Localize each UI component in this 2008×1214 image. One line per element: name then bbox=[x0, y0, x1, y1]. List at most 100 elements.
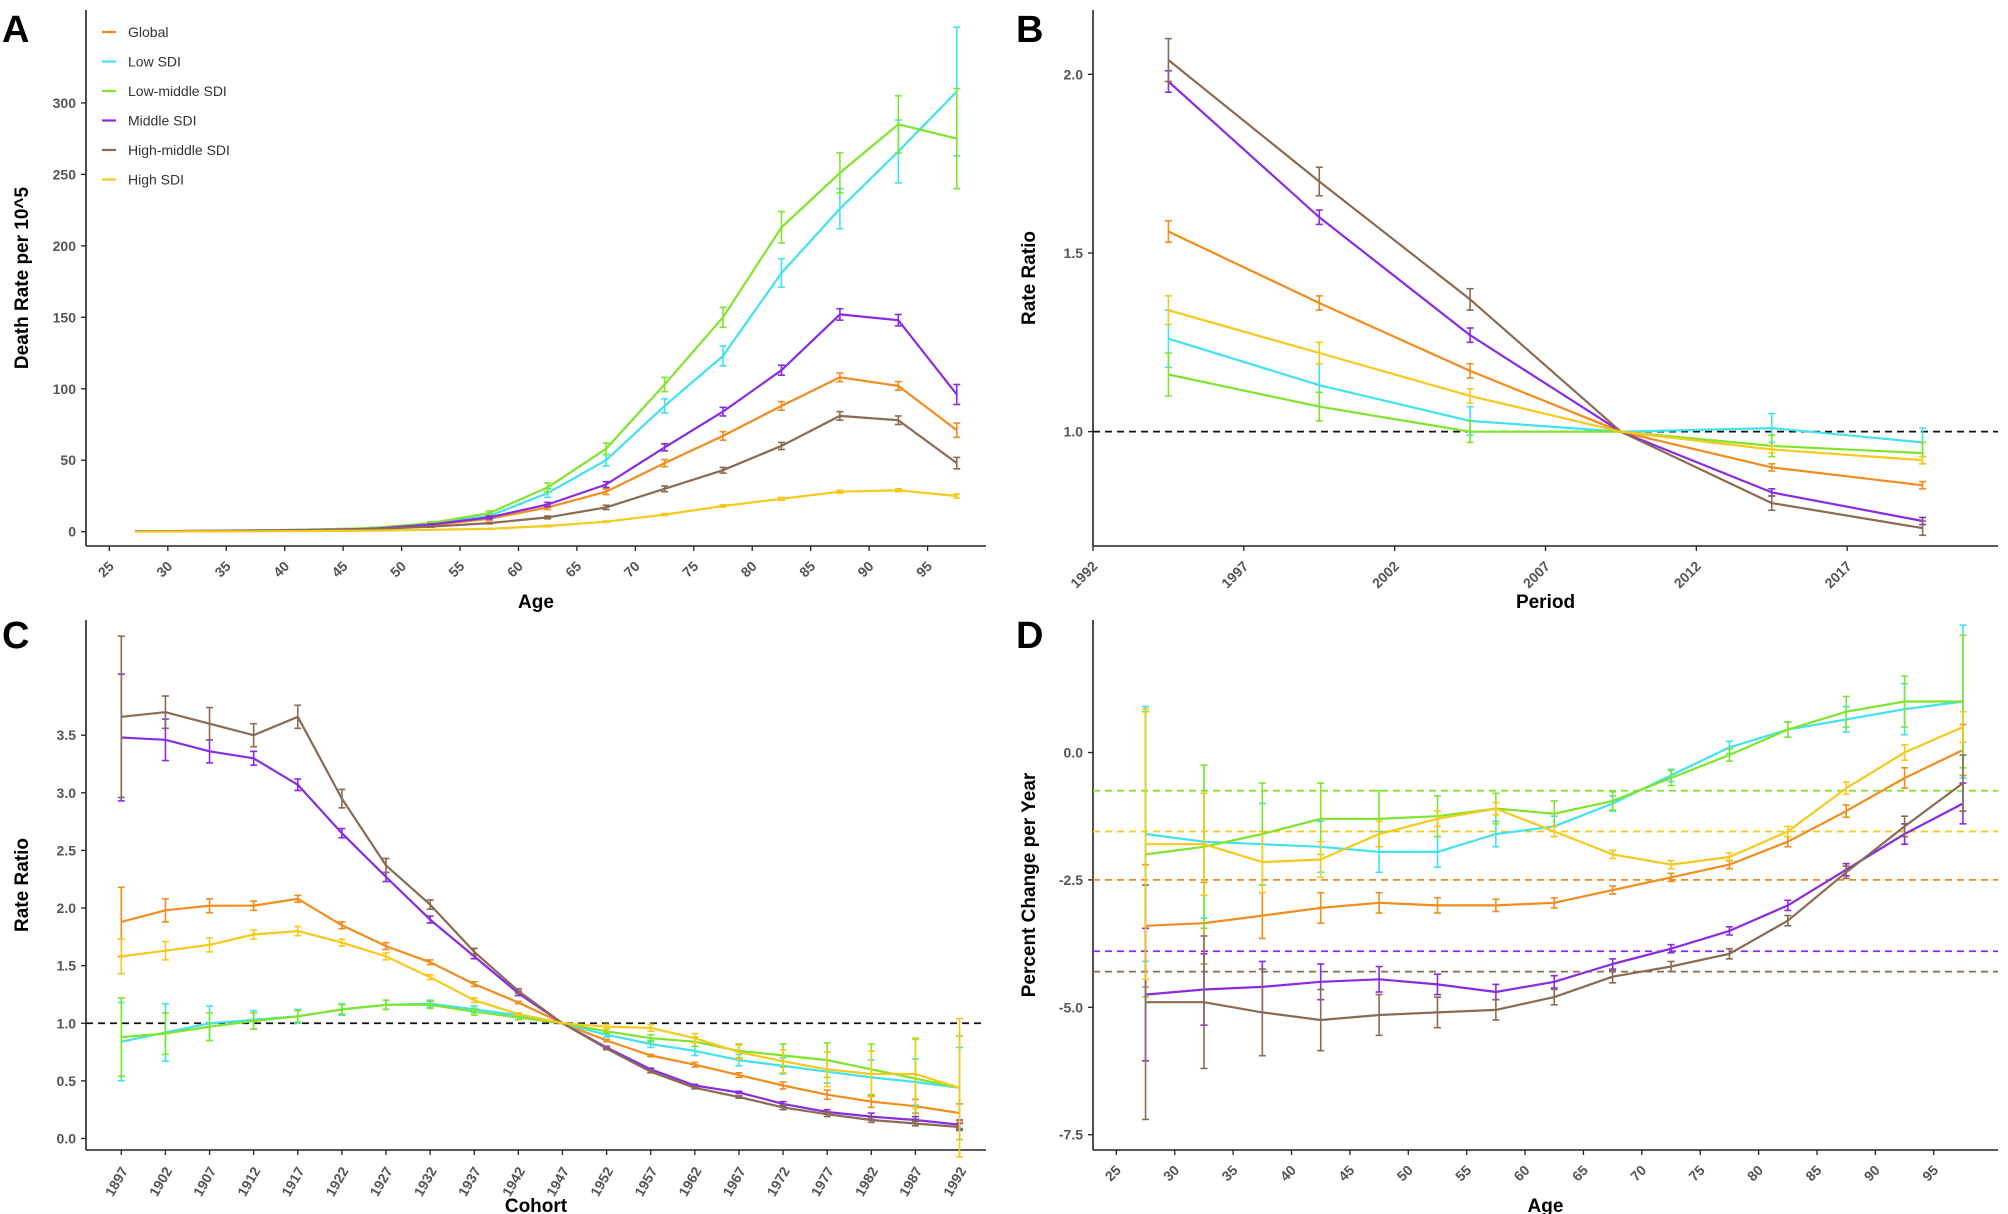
error-bar bbox=[544, 501, 552, 508]
series-line bbox=[121, 897, 960, 1115]
error-bar bbox=[661, 376, 669, 393]
error-bar bbox=[470, 997, 478, 1004]
error-bar bbox=[1142, 708, 1150, 981]
error-bar bbox=[206, 1012, 214, 1042]
x-tick-label: 2012 bbox=[1671, 558, 1704, 591]
error-bar bbox=[1375, 891, 1383, 914]
legend-label: High SDI bbox=[128, 172, 184, 188]
error-bar bbox=[1492, 998, 1500, 1021]
error-bar bbox=[603, 1023, 611, 1030]
error-bar bbox=[1667, 943, 1675, 954]
error-bar bbox=[1667, 769, 1675, 787]
error-bar bbox=[836, 152, 844, 194]
series-highmid bbox=[1164, 37, 1927, 537]
error-bar bbox=[1667, 960, 1675, 973]
error-bar bbox=[294, 894, 302, 904]
x-axis-title: Period bbox=[1516, 592, 1575, 613]
series-line bbox=[121, 1003, 960, 1089]
error-bar bbox=[779, 1081, 787, 1090]
y-tick-label: 300 bbox=[53, 95, 77, 111]
series-highmid bbox=[135, 410, 961, 533]
error-bar bbox=[735, 1095, 743, 1099]
error-bar bbox=[894, 380, 902, 392]
panel-B: B 1.0 1.5 2.0 1992 1997 2002 2007 2012 2017 Period… bbox=[1016, 9, 1998, 613]
x-tick-label: 60 bbox=[504, 558, 526, 580]
error-bar bbox=[777, 400, 785, 412]
x-tick-label: 1927 bbox=[366, 1164, 396, 1199]
error-bar bbox=[338, 921, 346, 930]
error-bar bbox=[338, 788, 346, 809]
y-tick-label: 2.0 bbox=[1064, 66, 1084, 82]
error-bar bbox=[735, 1044, 743, 1060]
error-bar bbox=[338, 827, 346, 839]
error-bar bbox=[735, 1090, 743, 1095]
x-tick-label: 90 bbox=[854, 558, 876, 580]
error-bar bbox=[1200, 935, 1208, 1070]
x-tick-label: 65 bbox=[562, 558, 584, 580]
error-bar bbox=[1901, 766, 1909, 789]
error-bar bbox=[1919, 480, 1927, 490]
error-bar bbox=[647, 1033, 655, 1043]
error-bar bbox=[894, 313, 902, 327]
series-line bbox=[121, 736, 960, 1126]
error-bar bbox=[426, 899, 434, 910]
error-bar bbox=[1842, 865, 1850, 880]
error-bar bbox=[1901, 744, 1909, 761]
error-bar bbox=[867, 1116, 875, 1124]
error-bar bbox=[1609, 885, 1617, 895]
error-bar bbox=[1725, 925, 1733, 936]
y-tick-label: 0.5 bbox=[57, 1073, 77, 1089]
series-line bbox=[138, 313, 958, 533]
error-bar bbox=[161, 898, 169, 923]
error-bar bbox=[485, 527, 493, 531]
series-global bbox=[117, 886, 964, 1124]
error-bar bbox=[1609, 849, 1617, 860]
error-bar bbox=[953, 493, 961, 499]
x-tick-label: 30 bbox=[153, 558, 175, 580]
error-bar bbox=[485, 521, 493, 525]
legend-item-highmid: High-middle SDI bbox=[102, 142, 230, 158]
series-line bbox=[121, 711, 960, 1129]
error-bar bbox=[426, 959, 434, 966]
error-bar bbox=[161, 695, 169, 730]
y-tick-label: 100 bbox=[53, 381, 77, 397]
error-bar bbox=[603, 1038, 611, 1043]
error-bar bbox=[602, 480, 610, 489]
error-bar bbox=[1433, 996, 1441, 1029]
x-tick-label: 80 bbox=[1744, 1162, 1766, 1184]
y-tick-label: 1.5 bbox=[1064, 245, 1084, 261]
series-high bbox=[1142, 708, 1967, 981]
x-tick-label: 1942 bbox=[499, 1164, 529, 1199]
x-tick-label: 1997 bbox=[1218, 558, 1251, 591]
error-bar bbox=[647, 1023, 655, 1033]
y-tick-label: -7.5 bbox=[1059, 1127, 1083, 1143]
error-bar bbox=[382, 857, 390, 874]
error-bar bbox=[544, 524, 552, 528]
y-tick-label: 2.5 bbox=[57, 842, 77, 858]
error-bar bbox=[1784, 825, 1792, 838]
error-bar bbox=[1317, 891, 1325, 925]
error-bar bbox=[647, 1053, 655, 1058]
y-tick-label: 1.0 bbox=[1064, 424, 1084, 440]
x-tick-label: 60 bbox=[1510, 1162, 1532, 1184]
error-bar bbox=[427, 523, 435, 527]
x-tick-label: 25 bbox=[1102, 1162, 1124, 1184]
error-bar bbox=[719, 504, 727, 508]
error-bar bbox=[779, 1048, 787, 1074]
series-line bbox=[1168, 373, 1923, 455]
error-bar bbox=[1959, 754, 1967, 812]
x-tick-label: 2002 bbox=[1369, 558, 1402, 591]
x-tick-label: 85 bbox=[796, 558, 818, 580]
x-tick-label: 45 bbox=[328, 558, 350, 580]
error-bar bbox=[894, 488, 902, 493]
error-bar bbox=[661, 485, 669, 493]
error-bar bbox=[867, 1050, 875, 1098]
x-tick-label: 1912 bbox=[234, 1164, 264, 1199]
error-bar bbox=[1768, 445, 1776, 454]
x-tick-label: 40 bbox=[270, 558, 292, 580]
series-low bbox=[1142, 624, 1967, 963]
y-axis-title: Percent Change per Year bbox=[1019, 772, 1040, 997]
x-tick-label: 45 bbox=[1335, 1162, 1357, 1184]
x-tick-label: 1982 bbox=[852, 1164, 882, 1199]
legend-label: Global bbox=[128, 24, 168, 40]
